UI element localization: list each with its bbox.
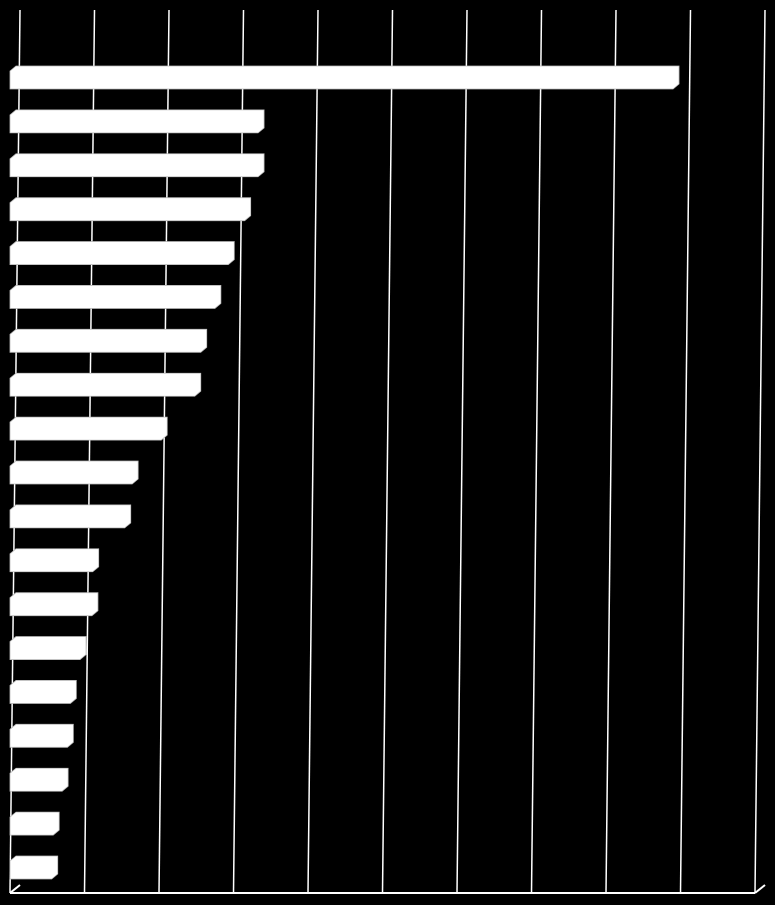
grid-line: [381, 9, 394, 894]
bar: [9, 548, 100, 573]
bar: [9, 460, 139, 485]
grid-line: [307, 9, 319, 894]
bar: [9, 636, 87, 660]
bar: [9, 241, 235, 265]
bar: [9, 592, 99, 617]
floor-edge: [754, 884, 766, 894]
grid-line: [754, 9, 766, 894]
grid-line: [530, 9, 543, 894]
bar: [9, 109, 265, 134]
bar: [9, 811, 60, 836]
grid-line: [605, 9, 617, 894]
bar: [9, 504, 132, 529]
bar: [9, 65, 680, 90]
bar: [9, 153, 265, 178]
bar: [9, 328, 208, 353]
bar: [9, 723, 74, 748]
bar: [9, 680, 77, 704]
bar: [9, 855, 59, 880]
grid-line: [679, 9, 692, 894]
floor-edge: [9, 884, 21, 894]
bar: [9, 767, 69, 792]
grid-line: [456, 9, 468, 894]
bar: [9, 416, 168, 441]
bar: [9, 372, 202, 397]
bar: [9, 285, 222, 309]
bar: [9, 197, 252, 222]
